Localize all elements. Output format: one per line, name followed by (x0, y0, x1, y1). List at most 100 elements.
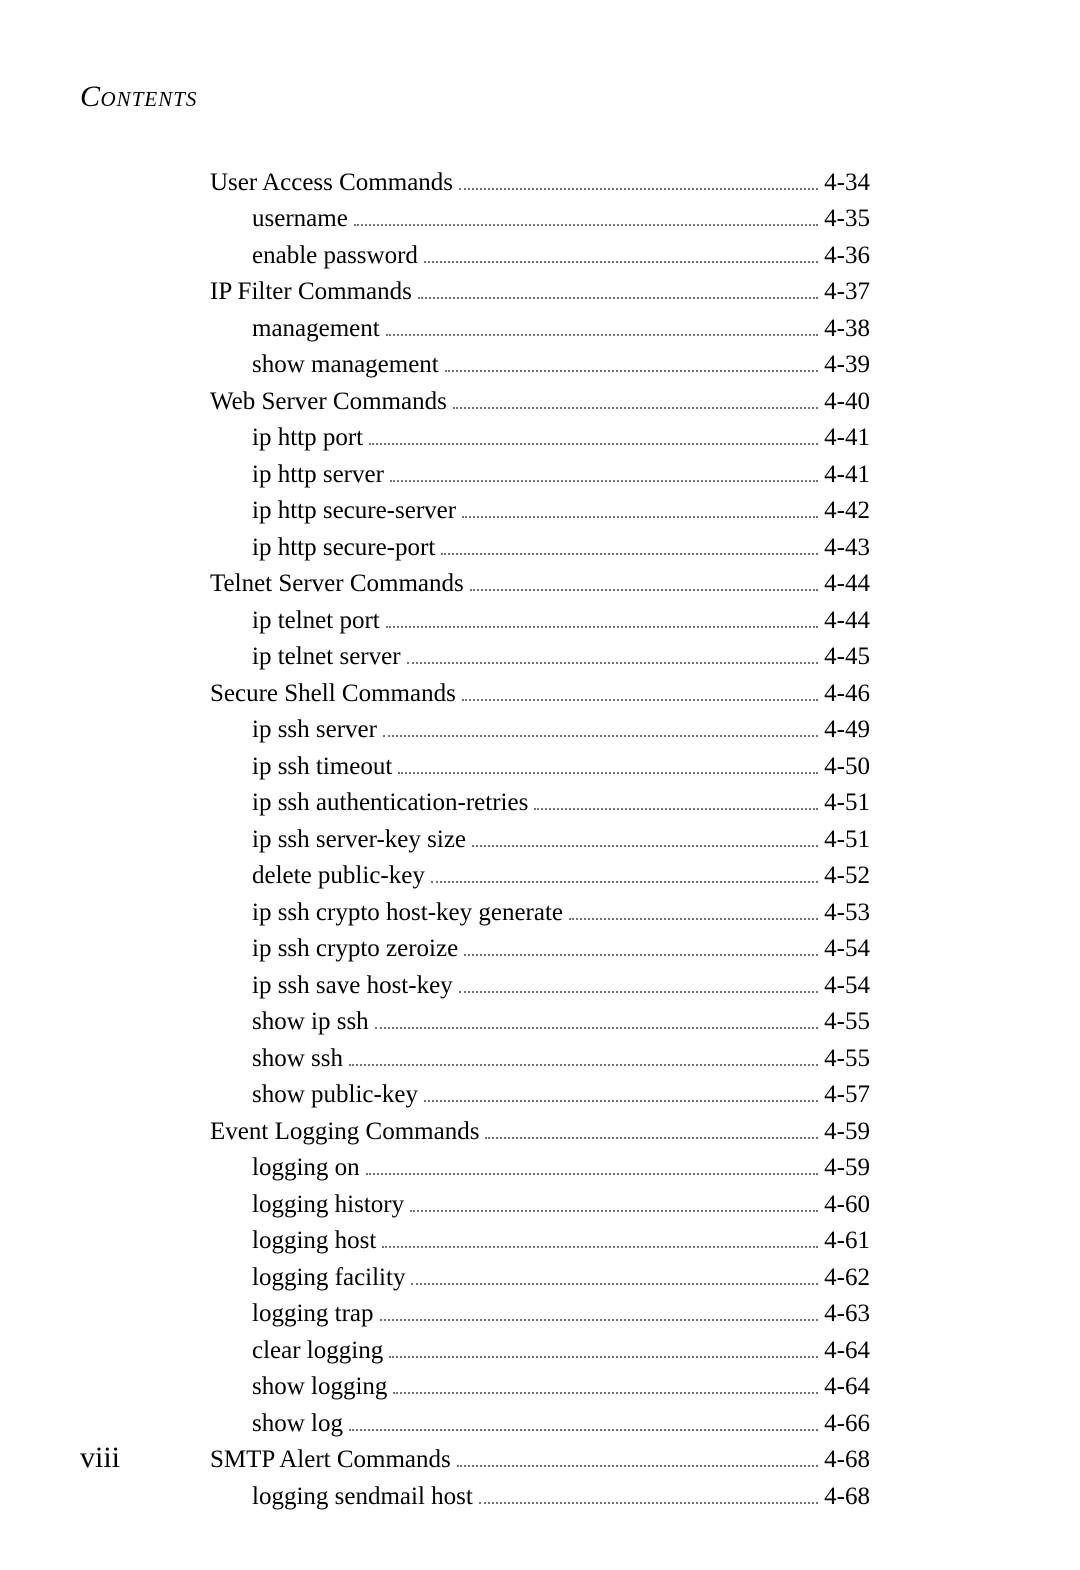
toc-page-ref: 4-37 (824, 279, 870, 304)
toc-row: username 4-35 (210, 202, 870, 233)
toc-row: ip ssh timeout 4-50 (210, 749, 870, 780)
toc-dot-leader (485, 1114, 818, 1139)
toc-row: show log 4-66 (210, 1406, 870, 1437)
toc-dot-leader (424, 238, 818, 263)
toc-label: ip ssh crypto zeroize (252, 936, 458, 961)
toc-dot-leader (459, 165, 818, 190)
toc-page-ref: 4-68 (824, 1447, 870, 1472)
toc-label: ip telnet server (252, 644, 401, 669)
toc-dot-leader (366, 1151, 819, 1176)
toc-dot-leader (459, 968, 819, 993)
toc-row: Web Server Commands4-40 (210, 384, 870, 415)
toc-dot-leader (386, 603, 818, 628)
toc-page-ref: 4-41 (824, 425, 870, 450)
toc-row: logging trap4-63 (210, 1297, 870, 1328)
toc-label: ip ssh crypto host-key generate (252, 900, 563, 925)
toc-label: logging host (252, 1228, 376, 1253)
toc-dot-leader (349, 1406, 818, 1431)
toc-row: User Access Commands4-34 (210, 165, 870, 196)
toc-label: show management (252, 352, 439, 377)
toc-dot-leader (462, 676, 818, 701)
toc-dot-leader (410, 1187, 818, 1212)
toc-page-ref: 4-50 (824, 754, 870, 779)
toc-dot-leader (445, 348, 818, 373)
toc-label: management (252, 316, 380, 341)
toc-row: ip ssh crypto host-key generate 4-53 (210, 895, 870, 926)
toc-row: delete public-key4-52 (210, 859, 870, 890)
toc-label: show ssh (252, 1046, 343, 1071)
toc-row: logging facility4-62 (210, 1260, 870, 1291)
toc-dot-leader (398, 749, 818, 774)
toc-page-ref: 4-54 (824, 973, 870, 998)
toc-row: Telnet Server Commands4-44 (210, 567, 870, 598)
toc-dot-leader (569, 895, 818, 920)
toc-dot-leader (386, 311, 818, 336)
toc-label: ip http secure-port (252, 535, 435, 560)
toc-label: ip telnet port (252, 608, 380, 633)
toc-row: clear logging4-64 (210, 1333, 870, 1364)
toc-label: Telnet Server Commands (210, 571, 464, 596)
toc-page-ref: 4-53 (824, 900, 870, 925)
toc-page-ref: 4-39 (824, 352, 870, 377)
toc-label: ip http secure-server (252, 498, 456, 523)
toc-dot-leader (431, 859, 818, 884)
toc-dot-leader (390, 457, 818, 482)
toc-label: ip http server (252, 462, 384, 487)
toc-row: Event Logging Commands4-59 (210, 1114, 870, 1145)
toc-label: clear logging (252, 1338, 383, 1363)
toc-dot-leader (464, 932, 818, 957)
toc-page-ref: 4-35 (824, 206, 870, 231)
toc-dot-leader (441, 530, 818, 555)
toc-dot-leader (411, 1260, 818, 1285)
toc-label: enable password (252, 243, 418, 268)
toc-label: logging history (252, 1192, 404, 1217)
toc-label: delete public-key (252, 863, 425, 888)
page: CONTENTS User Access Commands4-34usernam… (0, 0, 1080, 1570)
toc-page-ref: 4-44 (824, 608, 870, 633)
toc-label: ip ssh timeout (252, 754, 392, 779)
toc-row: logging host4-61 (210, 1224, 870, 1255)
toc-row: show ssh4-55 (210, 1041, 870, 1072)
toc-label: ip ssh server-key size (252, 827, 466, 852)
toc-page-ref: 4-49 (824, 717, 870, 742)
toc-page-ref: 4-46 (824, 681, 870, 706)
toc-row: ip ssh authentication-retries 4-51 (210, 786, 870, 817)
toc-row: ip ssh save host-key 4-54 (210, 968, 870, 999)
toc-page-ref: 4-51 (824, 790, 870, 815)
toc-row: show management 4-39 (210, 348, 870, 379)
toc-page-ref: 4-66 (824, 1411, 870, 1436)
toc-page-ref: 4-42 (824, 498, 870, 523)
toc-label: Secure Shell Commands (210, 681, 456, 706)
toc-row: ip telnet port 4-44 (210, 603, 870, 634)
toc-label: ip ssh save host-key (252, 973, 453, 998)
toc-label: logging sendmail host (252, 1484, 473, 1509)
toc-label: Event Logging Commands (210, 1119, 479, 1144)
toc-row: IP Filter Commands4-37 (210, 275, 870, 306)
toc-dot-leader (393, 1370, 818, 1395)
toc-page-ref: 4-57 (824, 1082, 870, 1107)
toc-dot-leader (453, 384, 818, 409)
toc-row: SMTP Alert Commands4-68 (210, 1443, 870, 1474)
toc-row: Secure Shell Commands 4-46 (210, 676, 870, 707)
toc-label: show log (252, 1411, 343, 1436)
toc-page-ref: 4-68 (824, 1484, 870, 1509)
toc-row: ip ssh server-key size4-51 (210, 822, 870, 853)
toc-page-ref: 4-41 (824, 462, 870, 487)
toc-row: ip http secure-server 4-42 (210, 494, 870, 525)
toc-page-ref: 4-64 (824, 1374, 870, 1399)
toc-label: logging on (252, 1155, 360, 1180)
toc-page-ref: 4-40 (824, 389, 870, 414)
toc-label: username (252, 206, 348, 231)
toc-label: User Access Commands (210, 170, 453, 195)
toc-row: ip http port4-41 (210, 421, 870, 452)
toc-row: management4-38 (210, 311, 870, 342)
toc-page-ref: 4-36 (824, 243, 870, 268)
toc-dot-leader (369, 421, 818, 446)
toc-row: logging sendmail host 4-68 (210, 1479, 870, 1510)
toc-row: ip http secure-port4-43 (210, 530, 870, 561)
toc-label: logging trap (252, 1301, 374, 1326)
toc-dot-leader (389, 1333, 818, 1358)
toc-label: show logging (252, 1374, 387, 1399)
toc-label: ip ssh authentication-retries (252, 790, 528, 815)
toc-dot-leader (462, 494, 818, 519)
